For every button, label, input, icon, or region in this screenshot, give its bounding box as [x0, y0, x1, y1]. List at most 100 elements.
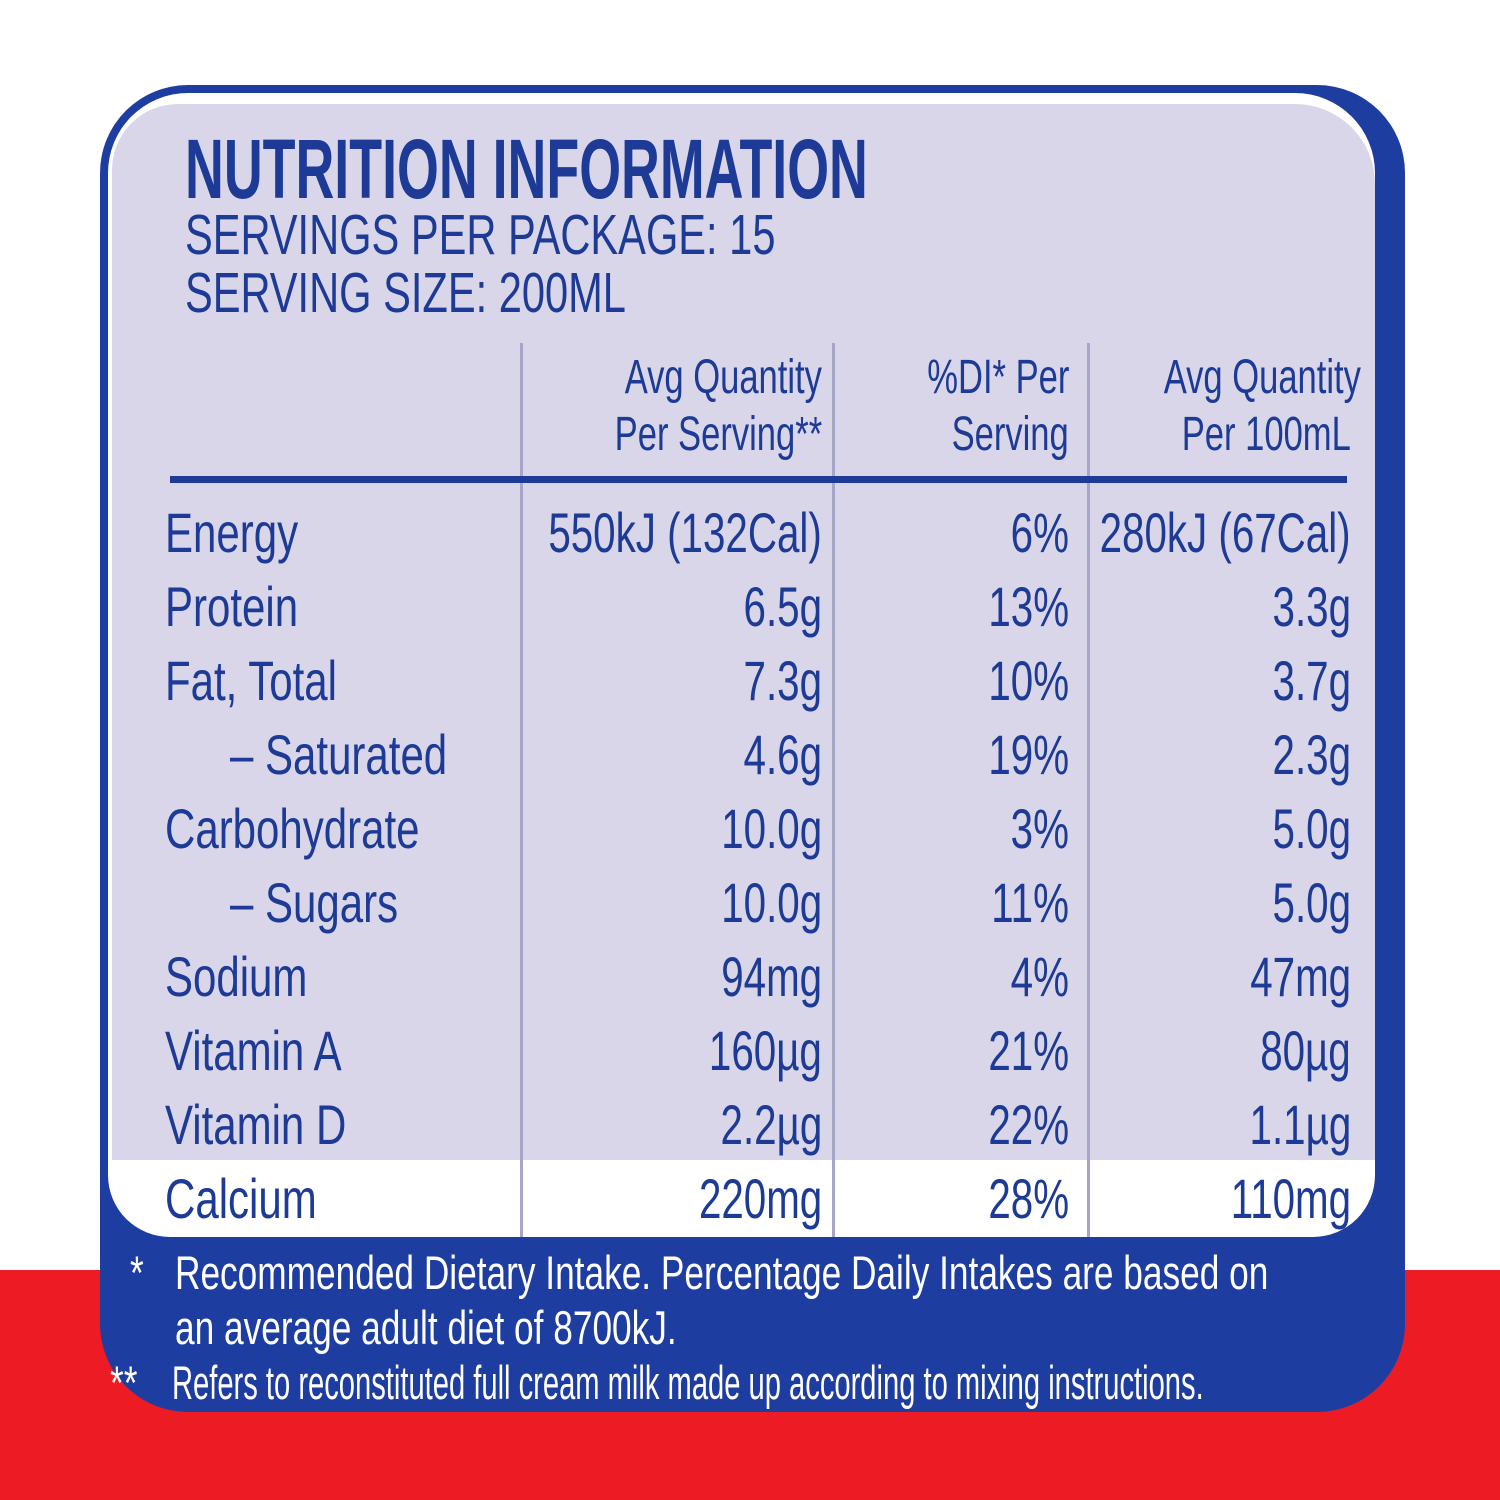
row-di-per-serving-text: 4%	[1010, 944, 1069, 1008]
column-divider-1	[520, 343, 523, 1237]
row-di-per-serving: 28%	[832, 1161, 1087, 1235]
row-label-text: Sodium	[165, 944, 308, 1008]
header-cell-1: Avg Quantity Per Serving**	[520, 347, 832, 463]
header-underline	[170, 476, 1347, 483]
header-line: Per 100mL	[1087, 406, 1351, 463]
row-di-per-serving: 4%	[832, 939, 1087, 1013]
serving-size-text: SERVING SIZE: 200ML	[185, 261, 626, 325]
footnote-marker-text: **	[110, 1356, 138, 1409]
row-per-serving: 4.6g	[520, 717, 832, 791]
footnote-marker-text: *	[130, 1246, 144, 1299]
row-per-100ml-text: 110mg	[1230, 1166, 1351, 1230]
row-label: Calcium	[112, 1161, 520, 1235]
row-label-text: Calcium	[165, 1166, 317, 1230]
header-line: Serving	[832, 406, 1069, 463]
header-text: Per Serving**	[614, 408, 822, 461]
row-di-per-serving-text: 21%	[988, 1018, 1069, 1082]
row-per-100ml-text: 5.0g	[1272, 870, 1351, 934]
table-header-row: Avg Quantity Per Serving** %DI* Per Serving…	[112, 347, 1375, 463]
row-di-per-serving: 3%	[832, 791, 1087, 865]
header-text: Serving	[951, 408, 1069, 461]
row-per-100ml-text: 80µg	[1260, 1018, 1351, 1082]
row-di-per-serving: 6%	[832, 495, 1087, 569]
footnote-text: Refers to reconstituted full cream milk …	[172, 1355, 1500, 1410]
row-di-per-serving: 21%	[832, 1013, 1087, 1087]
row-per-100ml-text: 1.1µg	[1249, 1092, 1351, 1156]
row-per-serving-text: 160µg	[709, 1018, 822, 1082]
footnote-line: an average adult diet of 8700kJ.	[175, 1300, 1500, 1355]
row-per-serving: 94mg	[520, 939, 832, 1013]
header-cell-2: %DI* Per Serving	[832, 347, 1087, 463]
row-per-100ml-text: 3.3g	[1272, 574, 1351, 638]
row-per-serving-text: 10.0g	[721, 796, 822, 860]
row-di-per-serving-text: 3%	[1010, 796, 1069, 860]
row-per-serving: 10.0g	[520, 865, 832, 939]
table-background-panel	[112, 104, 1375, 1160]
footnote-2: ** Refers to reconstituted full cream mil…	[110, 1355, 1405, 1410]
row-di-per-serving: 11%	[832, 865, 1087, 939]
servings-per-package-text: SERVINGS PER PACKAGE: 15	[185, 203, 776, 267]
footnote-line: Recommended Dietary Intake. Percentage D…	[175, 1245, 1500, 1300]
footnote-line-text: an average adult diet of 8700kJ.	[175, 1301, 677, 1354]
footnote-text: Recommended Dietary Intake. Percentage D…	[175, 1245, 1500, 1355]
footnotes: * Recommended Dietary Intake. Percentage …	[100, 1245, 1405, 1410]
header-line: Avg Quantity	[1087, 349, 1361, 406]
row-per-serving-text: 94mg	[721, 944, 822, 1008]
row-label: – Sugars	[112, 865, 520, 939]
header-text: Per 100mL	[1181, 408, 1351, 461]
row-di-per-serving-text: 28%	[988, 1166, 1069, 1230]
row-per-serving: 550kJ (132Cal)	[520, 495, 832, 569]
footnote-line: Refers to reconstituted full cream milk …	[172, 1355, 1500, 1410]
row-label: Protein	[112, 569, 520, 643]
row-per-serving: 10.0g	[520, 791, 832, 865]
row-label-text: Vitamin A	[165, 1018, 342, 1082]
row-di-per-serving: 22%	[832, 1087, 1087, 1161]
row-per-100ml: 1.1µg	[1087, 1087, 1375, 1161]
row-per-serving-text: 10.0g	[721, 870, 822, 934]
row-di-per-serving: 10%	[832, 643, 1087, 717]
row-per-100ml-text: 280kJ (67Cal)	[1100, 500, 1351, 564]
row-label: Carbohydrate	[112, 791, 520, 865]
row-per-100ml: 5.0g	[1087, 791, 1375, 865]
row-per-100ml: 3.3g	[1087, 569, 1375, 643]
row-per-serving-text: 550kJ (132Cal)	[548, 500, 822, 564]
row-per-100ml-text: 47mg	[1250, 944, 1351, 1008]
row-di-per-serving-text: 13%	[988, 574, 1069, 638]
row-per-serving: 6.5g	[520, 569, 832, 643]
row-label: Vitamin D	[112, 1087, 520, 1161]
row-per-100ml: 3.7g	[1087, 643, 1375, 717]
row-label-text: Protein	[165, 574, 299, 638]
table-body: Energy 550kJ (132Cal) 6% 280kJ (67Cal) Prote…	[112, 495, 1375, 1235]
row-per-100ml: 5.0g	[1087, 865, 1375, 939]
header-line: %DI* Per	[832, 349, 1069, 406]
row-per-serving-text: 7.3g	[743, 648, 822, 712]
row-label-text: Vitamin D	[165, 1092, 347, 1156]
header-line: Per Serving**	[520, 406, 822, 463]
row-di-per-serving: 19%	[832, 717, 1087, 791]
row-label: Vitamin A	[112, 1013, 520, 1087]
row-label: Fat, Total	[112, 643, 520, 717]
footnote-line-text: Recommended Dietary Intake. Percentage D…	[175, 1246, 1269, 1299]
footnote-marker: **	[110, 1355, 172, 1410]
row-per-serving: 2.2µg	[520, 1087, 832, 1161]
row-per-serving-text: 220mg	[698, 1166, 822, 1230]
nutrition-card: NUTRITION INFORMATION SERVINGS PER PACKA…	[100, 85, 1405, 1412]
row-di-per-serving: 13%	[832, 569, 1087, 643]
row-label: – Saturated	[112, 717, 520, 791]
header-text: Avg Quantity	[1163, 351, 1361, 404]
row-per-serving-text: 2.2µg	[720, 1092, 822, 1156]
row-label-text: Fat, Total	[165, 648, 337, 712]
row-per-100ml-text: 3.7g	[1272, 648, 1351, 712]
row-per-100ml: 2.3g	[1087, 717, 1375, 791]
header-line: Avg Quantity	[520, 349, 822, 406]
row-per-100ml: 80µg	[1087, 1013, 1375, 1087]
row-per-100ml: 47mg	[1087, 939, 1375, 1013]
row-di-per-serving-text: 22%	[988, 1092, 1069, 1156]
footnote-1: * Recommended Dietary Intake. Percentage …	[130, 1245, 1405, 1355]
row-per-100ml-text: 2.3g	[1272, 722, 1351, 786]
footnote-line-text: Refers to reconstituted full cream milk …	[172, 1356, 1204, 1409]
header-cell-empty	[112, 347, 520, 463]
row-label-text: Carbohydrate	[165, 796, 420, 860]
row-per-100ml-text: 5.0g	[1272, 796, 1351, 860]
